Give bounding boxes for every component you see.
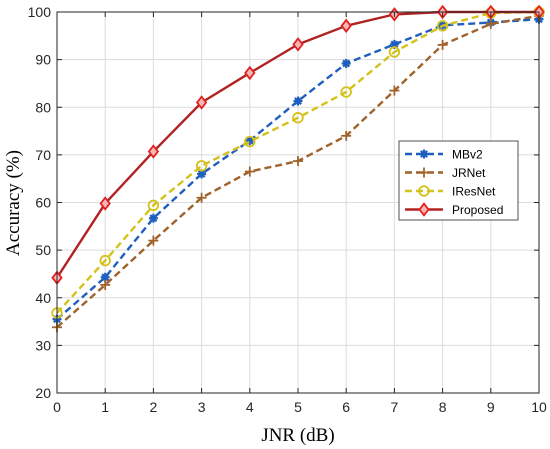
marker-core: [295, 98, 301, 104]
y-tick-label: 50: [35, 242, 51, 258]
data-point-mbv2: [100, 272, 110, 282]
x-tick-label: 3: [198, 399, 206, 415]
marker-core: [343, 61, 349, 66]
series-line-mbv2: [56, 17, 540, 321]
data-point-iresnet: [244, 135, 256, 148]
series-line-iresnet: [56, 10, 540, 314]
x-tick-label: 8: [439, 399, 447, 415]
legend-marker-mbv2: [419, 149, 429, 159]
x-tick-label: 2: [150, 399, 158, 415]
data-point-jrnet: [196, 192, 207, 203]
data-point-jrnet: [437, 39, 448, 50]
data-point-mbv2: [148, 213, 158, 223]
data-point-jrnet: [341, 130, 352, 141]
legend-marker-proposed: [418, 202, 430, 217]
data-point-proposed: [340, 18, 352, 34]
data-point-jrnet: [389, 85, 400, 96]
legend-label-jrnet: JRNet: [452, 166, 486, 180]
data-point-mbv2: [293, 96, 303, 106]
data-point-iresnet: [99, 254, 111, 267]
legend-marker-jrnet: [419, 167, 429, 178]
data-point-mbv2: [341, 58, 351, 68]
data-point-jrnet: [293, 156, 303, 167]
x-tick-label: 4: [246, 399, 254, 415]
x-axis-title: JNR (dB): [261, 425, 334, 446]
x-tick-label: 7: [391, 399, 399, 415]
data-point-iresnet: [292, 112, 304, 124]
marker-core: [199, 171, 205, 177]
data-point-iresnet: [388, 46, 401, 58]
x-tick-label: 0: [53, 399, 61, 415]
ticks: 0 1 2 3 4 5 6 7 8 9 10 20 30 40 50 60 70 80 90 100: [28, 4, 547, 415]
y-tick-label: 70: [35, 147, 51, 163]
data-point-iresnet: [436, 20, 449, 32]
data-point-proposed: [244, 65, 256, 81]
data-point-proposed: [195, 95, 208, 110]
x-tick-label: 10: [531, 399, 547, 415]
marker-core: [151, 215, 156, 221]
data-point-jrnet: [148, 235, 159, 246]
data-point-proposed: [147, 144, 160, 159]
data-point-proposed: [99, 196, 111, 211]
data-point-mbv2: [389, 39, 399, 49]
y-tick-label: 80: [35, 99, 51, 115]
data-point-proposed: [292, 37, 304, 52]
data-point-mbv2: [197, 169, 207, 179]
y-axis-title: Accuracy (%): [3, 150, 24, 256]
legend: MBv2 JRNet IResNet Proposed: [398, 140, 519, 221]
data-point-jrnet: [100, 279, 111, 290]
x-tick-label: 9: [487, 399, 495, 415]
marker-core: [392, 41, 397, 47]
legend-label-mbv2: MBv2: [452, 148, 483, 162]
x-tick-label: 1: [101, 399, 109, 415]
y-tick-label: 60: [35, 195, 51, 211]
data-point-iresnet: [340, 86, 352, 98]
data-point-jrnet: [244, 166, 255, 177]
marker-core: [102, 274, 108, 280]
x-tick-label: 6: [342, 399, 350, 415]
y-tick-label: 40: [35, 290, 51, 306]
legend-label-proposed: Proposed: [452, 203, 503, 217]
data-point-iresnet: [195, 160, 208, 172]
y-tick-label: 30: [35, 337, 51, 353]
data-point-iresnet: [147, 199, 160, 212]
legend-marker-iresnet: [418, 185, 430, 197]
y-tick-label: 100: [28, 4, 52, 20]
data-point-jrnet: [485, 18, 496, 29]
legend-label-iresnet: IResNet: [452, 185, 496, 199]
marker-core: [421, 151, 427, 157]
x-tick-label: 5: [294, 399, 302, 415]
y-tick-label: 20: [35, 385, 51, 401]
y-tick-label: 90: [35, 52, 51, 68]
